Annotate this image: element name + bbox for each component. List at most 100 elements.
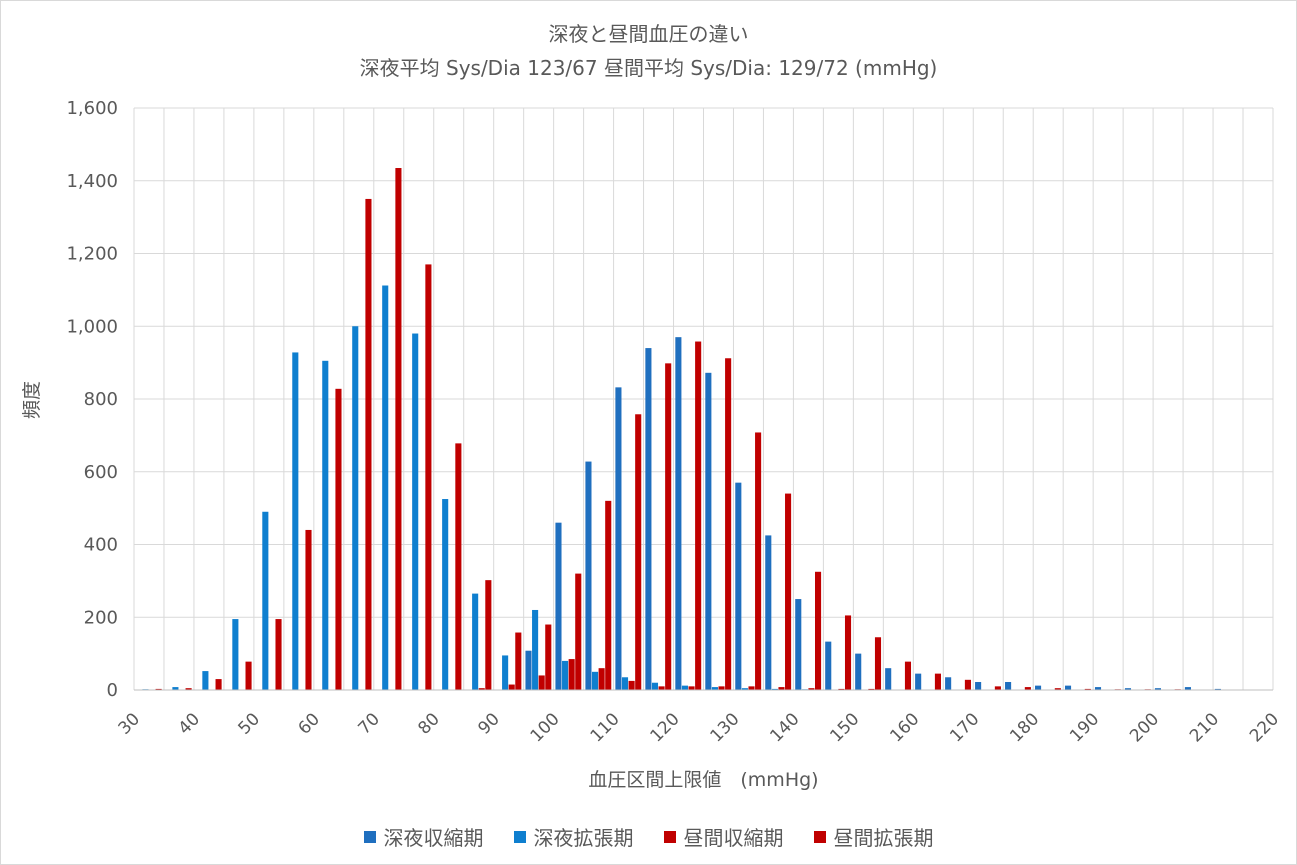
bar bbox=[771, 688, 778, 690]
bar bbox=[508, 684, 515, 690]
bar bbox=[425, 264, 432, 690]
y-tick-label: 1,600 bbox=[66, 98, 118, 119]
bar bbox=[532, 609, 539, 690]
bar bbox=[635, 414, 642, 690]
x-tick-label: 120 bbox=[647, 709, 684, 746]
bar bbox=[825, 641, 832, 690]
bar bbox=[855, 653, 862, 690]
bar bbox=[838, 688, 845, 690]
legend-label: 深夜収縮期 bbox=[383, 826, 484, 850]
bar bbox=[292, 352, 299, 690]
bar bbox=[1005, 681, 1012, 690]
bar bbox=[502, 655, 509, 690]
bar bbox=[651, 682, 659, 690]
bar bbox=[695, 341, 702, 690]
bar bbox=[718, 686, 725, 690]
bar bbox=[675, 337, 682, 690]
bar bbox=[1184, 687, 1191, 690]
bar bbox=[172, 687, 179, 690]
bar bbox=[442, 499, 449, 690]
bar bbox=[868, 688, 875, 690]
bar bbox=[658, 686, 665, 690]
legend-label: 昼間拡張期 bbox=[833, 826, 934, 850]
bar bbox=[778, 687, 785, 690]
x-tick-label: 40 bbox=[175, 709, 204, 738]
bar bbox=[275, 619, 282, 690]
x-tick-label: 170 bbox=[946, 709, 983, 746]
x-tick-label: 220 bbox=[1246, 709, 1283, 746]
bar bbox=[365, 198, 372, 690]
legend-item: 昼間収縮期 bbox=[663, 822, 784, 851]
bar bbox=[412, 333, 419, 690]
y-tick-label: 0 bbox=[107, 680, 118, 701]
bar bbox=[585, 461, 592, 690]
bar bbox=[1035, 685, 1042, 690]
bar bbox=[615, 387, 622, 690]
bar bbox=[591, 671, 599, 690]
bar bbox=[904, 661, 912, 690]
bar bbox=[1094, 687, 1102, 690]
legend-swatch bbox=[813, 830, 826, 843]
bar bbox=[1054, 688, 1061, 690]
x-tick-label: 160 bbox=[886, 709, 923, 746]
bar bbox=[755, 432, 762, 690]
bar bbox=[741, 688, 748, 690]
legend-item: 深夜収縮期 bbox=[363, 822, 484, 851]
bar bbox=[538, 675, 545, 690]
bar bbox=[305, 529, 312, 690]
bar bbox=[262, 511, 269, 690]
bar bbox=[598, 668, 605, 690]
bar bbox=[725, 358, 732, 690]
bar bbox=[748, 686, 755, 690]
bar bbox=[688, 686, 695, 690]
bar bbox=[555, 522, 562, 690]
x-tick-label: 180 bbox=[1006, 709, 1043, 746]
bar bbox=[1084, 688, 1091, 690]
bar bbox=[874, 637, 882, 690]
bar bbox=[215, 679, 222, 690]
bar bbox=[885, 668, 892, 690]
x-tick-label: 50 bbox=[235, 709, 264, 738]
bar bbox=[735, 482, 742, 690]
x-tick-label: 30 bbox=[115, 709, 144, 738]
x-tick-label: 140 bbox=[766, 709, 803, 746]
legend-item: 深夜拡張期 bbox=[513, 822, 634, 851]
bar bbox=[645, 348, 652, 690]
bar bbox=[232, 619, 239, 690]
bar bbox=[382, 285, 389, 690]
x-tick-label: 200 bbox=[1126, 709, 1163, 746]
bar bbox=[964, 679, 971, 690]
bar bbox=[562, 660, 569, 690]
bar bbox=[705, 372, 712, 690]
bar bbox=[352, 326, 359, 690]
y-tick-label: 1,400 bbox=[66, 171, 118, 192]
x-tick-label: 90 bbox=[474, 709, 503, 738]
bar bbox=[815, 571, 822, 690]
bar bbox=[472, 593, 479, 690]
bar bbox=[1024, 687, 1031, 690]
legend-label: 昼間収縮期 bbox=[683, 826, 784, 850]
x-tick-label: 190 bbox=[1066, 709, 1103, 746]
bar bbox=[485, 580, 492, 690]
bar bbox=[1154, 688, 1161, 690]
bar bbox=[568, 659, 575, 690]
y-tick-label: 600 bbox=[84, 462, 118, 483]
bar bbox=[785, 493, 792, 690]
bar bbox=[155, 688, 162, 690]
bar bbox=[795, 599, 802, 690]
bar bbox=[621, 677, 629, 690]
bar bbox=[665, 363, 672, 690]
bar bbox=[975, 681, 982, 690]
x-tick-label: 60 bbox=[295, 709, 324, 738]
bar bbox=[202, 671, 209, 690]
bar bbox=[1064, 685, 1072, 690]
bar bbox=[455, 443, 462, 690]
bar bbox=[994, 686, 1001, 690]
bar bbox=[1124, 688, 1132, 690]
bar bbox=[844, 615, 852, 690]
bar bbox=[395, 168, 402, 691]
chart-subtitle: 深夜平均 Sys/Dia 123/67 昼間平均 Sys/Dia: 129/72… bbox=[359, 56, 938, 80]
bar bbox=[945, 677, 952, 690]
x-axis-title: 血圧区間上限値 (mmHg) bbox=[588, 769, 818, 791]
